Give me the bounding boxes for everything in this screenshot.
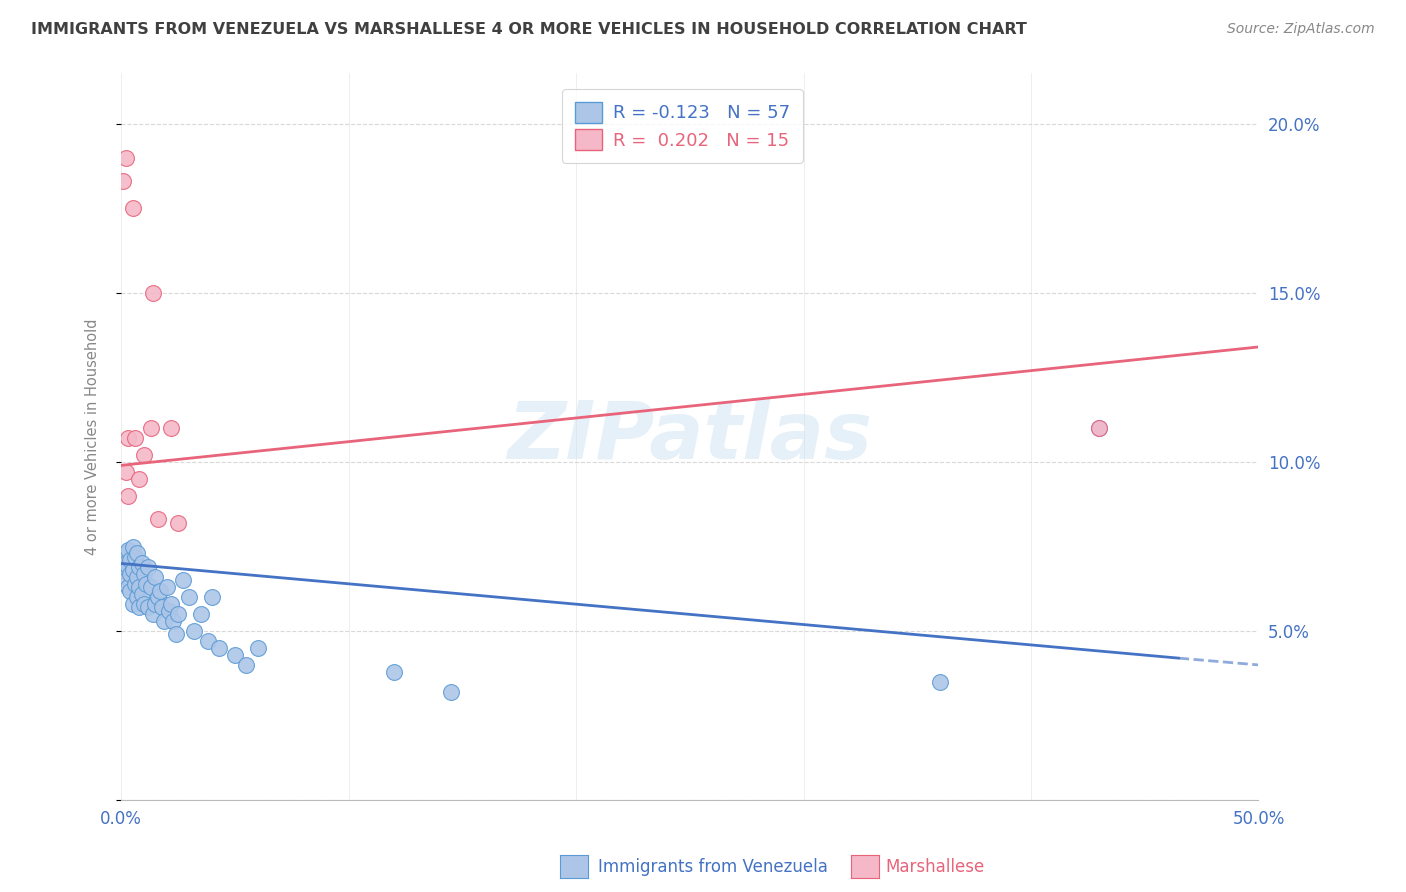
Point <box>139 580 162 594</box>
Point <box>183 624 205 639</box>
Point <box>165 627 187 641</box>
Point <box>142 285 165 300</box>
Point <box>121 563 143 577</box>
Point <box>128 600 150 615</box>
Point <box>382 665 405 679</box>
Point <box>149 583 172 598</box>
Point <box>114 557 136 571</box>
Point <box>224 648 246 662</box>
Point <box>235 657 257 672</box>
Point <box>120 553 142 567</box>
Text: Marshallese: Marshallese <box>886 858 986 876</box>
Point <box>162 614 184 628</box>
Point <box>132 566 155 581</box>
Point <box>128 580 150 594</box>
Point <box>160 421 183 435</box>
Point <box>153 614 176 628</box>
Point <box>124 431 146 445</box>
Point <box>197 634 219 648</box>
Point <box>125 546 148 560</box>
Point <box>146 591 169 605</box>
Point <box>172 574 194 588</box>
Point <box>201 591 224 605</box>
Point <box>160 597 183 611</box>
Point <box>117 489 139 503</box>
Point <box>114 465 136 479</box>
Point <box>135 576 157 591</box>
Point <box>121 597 143 611</box>
Point <box>128 559 150 574</box>
Text: ZIPatlas: ZIPatlas <box>508 398 872 475</box>
Point <box>246 640 269 655</box>
Point <box>125 591 148 605</box>
Point <box>146 512 169 526</box>
Point <box>120 566 142 581</box>
Point <box>179 591 201 605</box>
Point <box>1088 421 1111 435</box>
Point <box>117 559 139 574</box>
Point <box>125 570 148 584</box>
Point <box>929 674 952 689</box>
Point <box>190 607 212 622</box>
Point <box>124 576 146 591</box>
Point <box>112 174 135 188</box>
Point <box>121 540 143 554</box>
Y-axis label: 4 or more Vehicles in Household: 4 or more Vehicles in Household <box>86 318 100 555</box>
Point <box>138 559 160 574</box>
Point <box>131 587 153 601</box>
Point <box>157 604 180 618</box>
Point <box>114 574 136 588</box>
Point <box>112 549 135 564</box>
Point <box>112 563 135 577</box>
Point <box>124 549 146 564</box>
Point <box>117 431 139 445</box>
Point <box>440 685 463 699</box>
Point <box>114 546 136 560</box>
Point <box>132 448 155 462</box>
Point <box>167 516 190 530</box>
Text: IMMIGRANTS FROM VENEZUELA VS MARSHALLESE 4 OR MORE VEHICLES IN HOUSEHOLD CORRELA: IMMIGRANTS FROM VENEZUELA VS MARSHALLESE… <box>31 22 1026 37</box>
Point <box>138 600 160 615</box>
Point <box>114 151 136 165</box>
Point <box>120 583 142 598</box>
Point <box>1088 421 1111 435</box>
Point <box>143 570 166 584</box>
Point <box>142 607 165 622</box>
Point <box>117 542 139 557</box>
Point <box>128 472 150 486</box>
Point <box>208 640 231 655</box>
Point <box>143 597 166 611</box>
Point <box>150 600 173 615</box>
Point <box>131 557 153 571</box>
Point <box>117 580 139 594</box>
Text: Immigrants from Venezuela: Immigrants from Venezuela <box>598 858 827 876</box>
Point <box>167 607 190 622</box>
Legend: R = -0.123   N = 57, R =  0.202   N = 15: R = -0.123 N = 57, R = 0.202 N = 15 <box>562 89 803 162</box>
Point <box>121 201 143 215</box>
Point <box>132 597 155 611</box>
Point <box>139 421 162 435</box>
Text: Source: ZipAtlas.com: Source: ZipAtlas.com <box>1227 22 1375 37</box>
Point <box>156 580 179 594</box>
